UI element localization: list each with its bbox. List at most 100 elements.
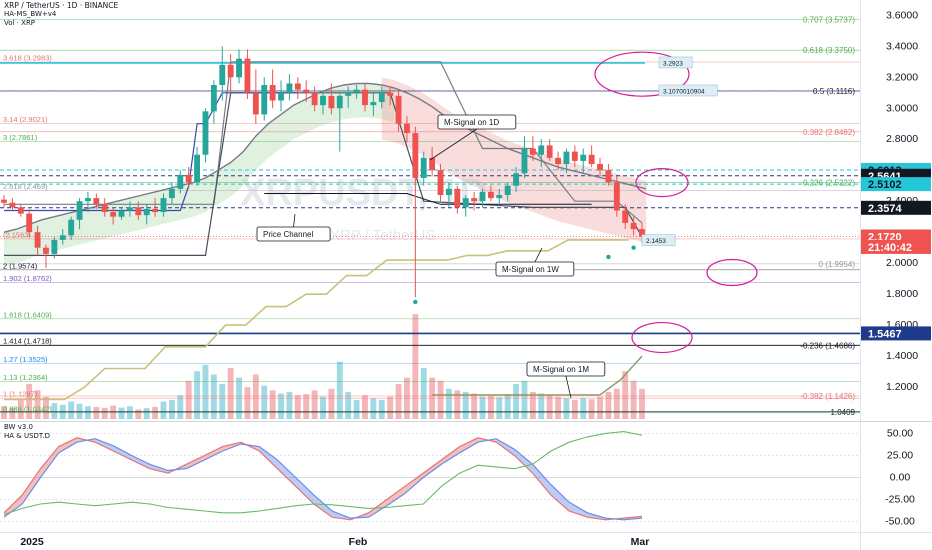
volume-bar: [613, 388, 620, 419]
osc-fill: [405, 473, 424, 494]
chart-title: XRP / TetherUS · 1D · BINANCE: [4, 1, 119, 10]
candle-body: [261, 85, 268, 115]
candle-body: [160, 198, 167, 213]
osc-line-usdt-d: [3, 431, 643, 516]
volume-bar: [252, 374, 259, 419]
candle-body: [504, 185, 511, 196]
candle-body: [412, 133, 419, 178]
candle-body: [93, 198, 100, 205]
volume-bar: [630, 380, 637, 419]
price-badge: 2.5102: [868, 179, 902, 191]
candle-body: [588, 154, 595, 165]
osc-fill: [459, 437, 478, 453]
candle-body: [420, 157, 427, 178]
label-3-2923: 3.2923: [663, 60, 683, 67]
candle-body: [118, 210, 125, 217]
volume-bar: [210, 374, 217, 419]
fib-level-label: 0.382 (2.8482): [803, 128, 855, 137]
fib-level-label-left: (2.1563): [3, 230, 31, 239]
candle-body: [345, 92, 352, 96]
volume-bar: [202, 364, 209, 419]
osc-line-fast: [3, 437, 643, 521]
time-axis-tick: 2025: [20, 536, 44, 548]
label-3-2923-box: [658, 56, 693, 69]
volume-bar: [362, 395, 368, 419]
candle-body: [454, 188, 461, 208]
volume-bar: [227, 368, 234, 419]
fib-level-label-left: 1.414 (1.4718): [3, 337, 52, 346]
fib-level-label: -0.382 (1.1426): [800, 392, 855, 401]
osc-fill: [532, 464, 551, 496]
price-badge-bg: [861, 239, 931, 254]
label-2-1453-box: [641, 234, 676, 246]
candle-body: [278, 92, 284, 101]
volume-bar: [378, 399, 385, 419]
candle-body: [252, 92, 259, 115]
callout-msignal-1d: M-Signal on 1D: [444, 118, 499, 127]
volume-bar: [555, 396, 561, 419]
candle-body: [26, 213, 33, 233]
volume-bar: [487, 396, 494, 419]
volume-bar: [370, 398, 377, 419]
candle-body: [135, 207, 142, 216]
osc-fill: [277, 459, 296, 487]
candle-body: [429, 157, 436, 171]
osc-fill: [204, 446, 223, 460]
candle-body: [580, 154, 587, 161]
candle-body: [555, 157, 561, 165]
candle-body: [43, 247, 49, 254]
price-channel-upper: [4, 61, 643, 224]
candle-body: [1, 199, 7, 203]
volume-bar: [244, 387, 251, 419]
candle-body: [269, 85, 276, 101]
volume-bar: [479, 396, 486, 419]
volume-bar: [345, 391, 352, 419]
fib-level-label: 0 (1.9954): [819, 260, 856, 269]
price-axis-tick: 3.0000: [886, 102, 918, 114]
volume-bar: [538, 393, 545, 419]
fib-level-label: -0.236 (1.4686): [800, 342, 855, 351]
volume-bar: [639, 388, 645, 419]
price-axis-tick: 3.4000: [886, 40, 918, 52]
msignal-1d-line: [3, 82, 647, 233]
volume-bar: [135, 409, 142, 419]
candle-body: [51, 239, 58, 254]
volume-bar: [185, 380, 192, 419]
candle-body: [85, 198, 91, 202]
osc-fill: [423, 459, 442, 478]
candle-body: [630, 222, 637, 230]
osc-fill: [131, 455, 150, 469]
osc-fill: [113, 445, 132, 460]
candle-body: [546, 145, 553, 158]
volume-bar: [605, 391, 612, 419]
callout-msignal-1m: M-Signal on 1M: [533, 365, 589, 374]
volume-bar: [286, 391, 293, 419]
callout-price-channel-pointer: [293, 213, 296, 228]
volume-bar: [420, 368, 427, 419]
price-axis-tick: 2.0000: [886, 257, 918, 269]
volume-bar: [143, 408, 150, 419]
volume-bar: [513, 384, 520, 419]
volume-bar: [219, 384, 226, 419]
volume-bar: [328, 388, 335, 419]
volume-bar: [588, 399, 595, 419]
volume-bar: [353, 399, 360, 419]
highlight-circle: [594, 51, 690, 97]
osc-fill: [4, 495, 23, 518]
osc-fill: [186, 455, 205, 469]
support-step-line: [264, 193, 592, 205]
osc-fill: [550, 484, 570, 512]
osc-fill: [40, 446, 59, 478]
price-axis-tick: 2.8000: [886, 133, 918, 145]
candle-body: [76, 201, 83, 220]
msignal-1w-line: [4, 239, 629, 401]
trend-cloud-green: [4, 83, 395, 267]
volume-bar: [110, 405, 117, 419]
fib-level-label-left: 3.14 (2.9021): [3, 115, 48, 124]
signal-dot: [631, 245, 636, 250]
candle-body: [571, 151, 578, 161]
volume-bar: [17, 399, 24, 419]
osc-axis-tick: 50.00: [887, 427, 913, 439]
candle-body: [529, 148, 536, 155]
candle-body: [487, 191, 494, 199]
